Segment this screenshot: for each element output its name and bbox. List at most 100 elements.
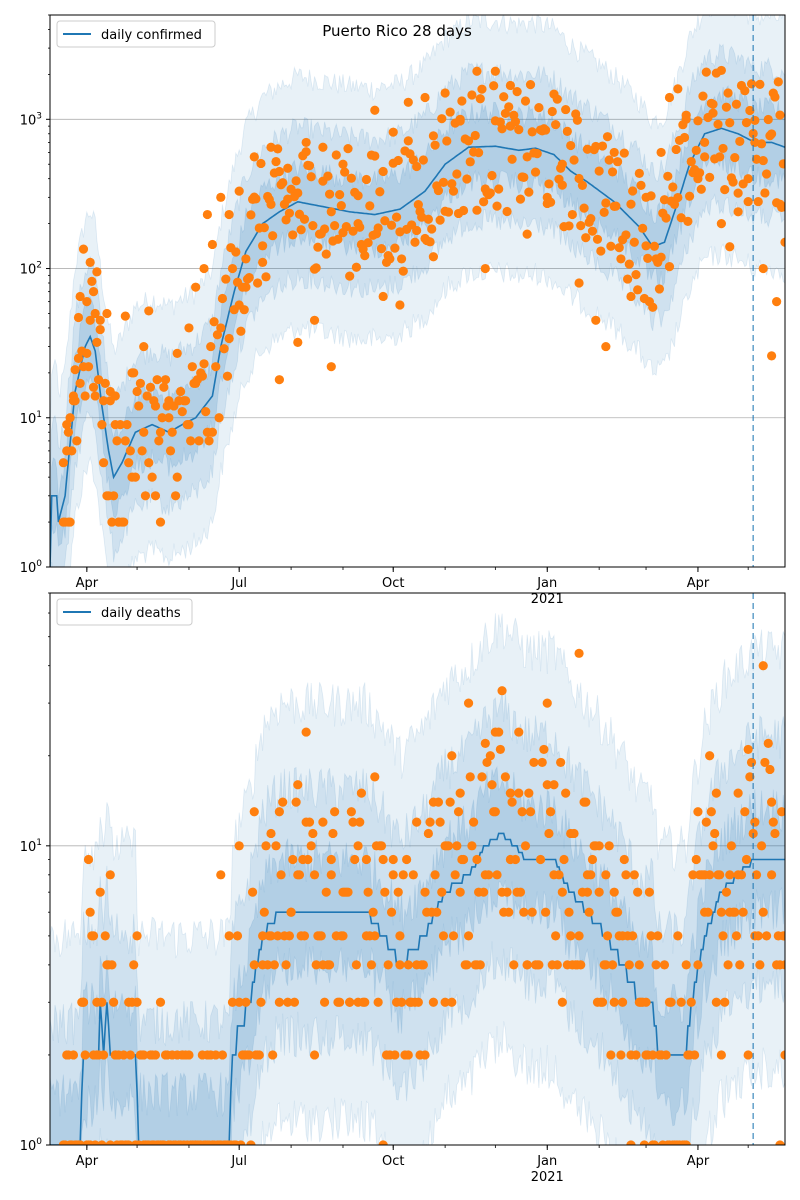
data-point [184,1050,194,1060]
data-point [594,166,604,176]
data-point [139,427,149,437]
data-point [465,772,475,782]
data-point [643,253,653,263]
data-point [623,274,633,284]
data-point [705,172,715,183]
data-point [659,960,670,970]
data-point [309,1050,320,1060]
data-point [107,517,117,527]
data-point [475,94,485,104]
data-point [159,382,169,392]
data-point [609,887,619,897]
data-point [634,960,644,970]
data-point [495,744,505,755]
data-point [155,427,166,437]
data-point [631,270,641,280]
data-point [569,828,579,839]
data-point [217,293,228,304]
data-point [736,870,747,880]
data-point [520,841,531,851]
data-point [743,196,753,207]
data-point [227,263,238,274]
data-point [244,1050,254,1060]
data-point [258,241,268,251]
data-point [273,931,283,941]
data-point [572,115,582,125]
data-point [326,207,336,217]
data-point [304,817,315,827]
data-point [425,237,435,247]
data-point [119,517,129,527]
data-point [361,174,372,185]
data-point [492,870,502,880]
data-point [517,807,527,817]
data-point [470,130,480,141]
data-point [85,257,95,267]
data-point [283,997,293,1007]
data-point [628,186,638,196]
data-point [602,931,613,941]
data-point [549,780,559,790]
data-point [316,931,326,941]
data-point [274,997,284,1007]
data-point [288,230,298,240]
data-point [134,401,144,411]
data-point [673,192,683,203]
data-point [335,189,345,200]
x-tick-label: Apr [687,1154,710,1169]
data-point [321,249,331,259]
data-point [510,854,521,865]
data-point [206,341,216,352]
data-point [62,419,72,430]
data-point [443,841,454,851]
data-point [222,371,233,381]
data-point [760,188,770,198]
data-point [330,807,340,817]
data-point [465,157,475,167]
data-point [463,931,474,941]
data-point [738,179,748,189]
data-point [780,202,785,212]
data-point [607,167,618,177]
data-point [75,291,85,302]
data-point [489,807,499,817]
data-point [767,129,777,139]
data-point [119,1050,129,1060]
data-point [82,348,92,358]
data-point [90,391,100,401]
data-point [378,291,388,302]
data-point [574,648,584,658]
data-point [408,870,418,880]
data-point [144,458,154,468]
data-point [87,931,97,941]
data-point [423,828,433,839]
data-point [758,661,768,671]
data-point [617,997,628,1007]
data-point [725,242,735,252]
data-point [537,757,547,768]
data-point [591,141,601,152]
data-point [552,94,562,104]
data-point [442,136,452,146]
data-point [514,125,524,135]
data-point [633,887,643,897]
data-point [743,1050,753,1060]
data-point [487,780,497,790]
data-point [733,207,743,217]
data-point [187,362,197,372]
data-point [281,960,291,970]
data-point [582,144,593,154]
data-point [75,378,85,388]
data-point [370,151,380,161]
data-point [291,797,301,807]
data-point [341,221,351,232]
data-point [160,375,171,385]
y-tick-label: 101 [20,410,42,427]
data-point [485,751,495,761]
data-point [172,348,182,358]
data-point [596,246,606,256]
data-point [207,427,218,437]
data-point [631,1050,641,1060]
data-point [427,224,437,234]
